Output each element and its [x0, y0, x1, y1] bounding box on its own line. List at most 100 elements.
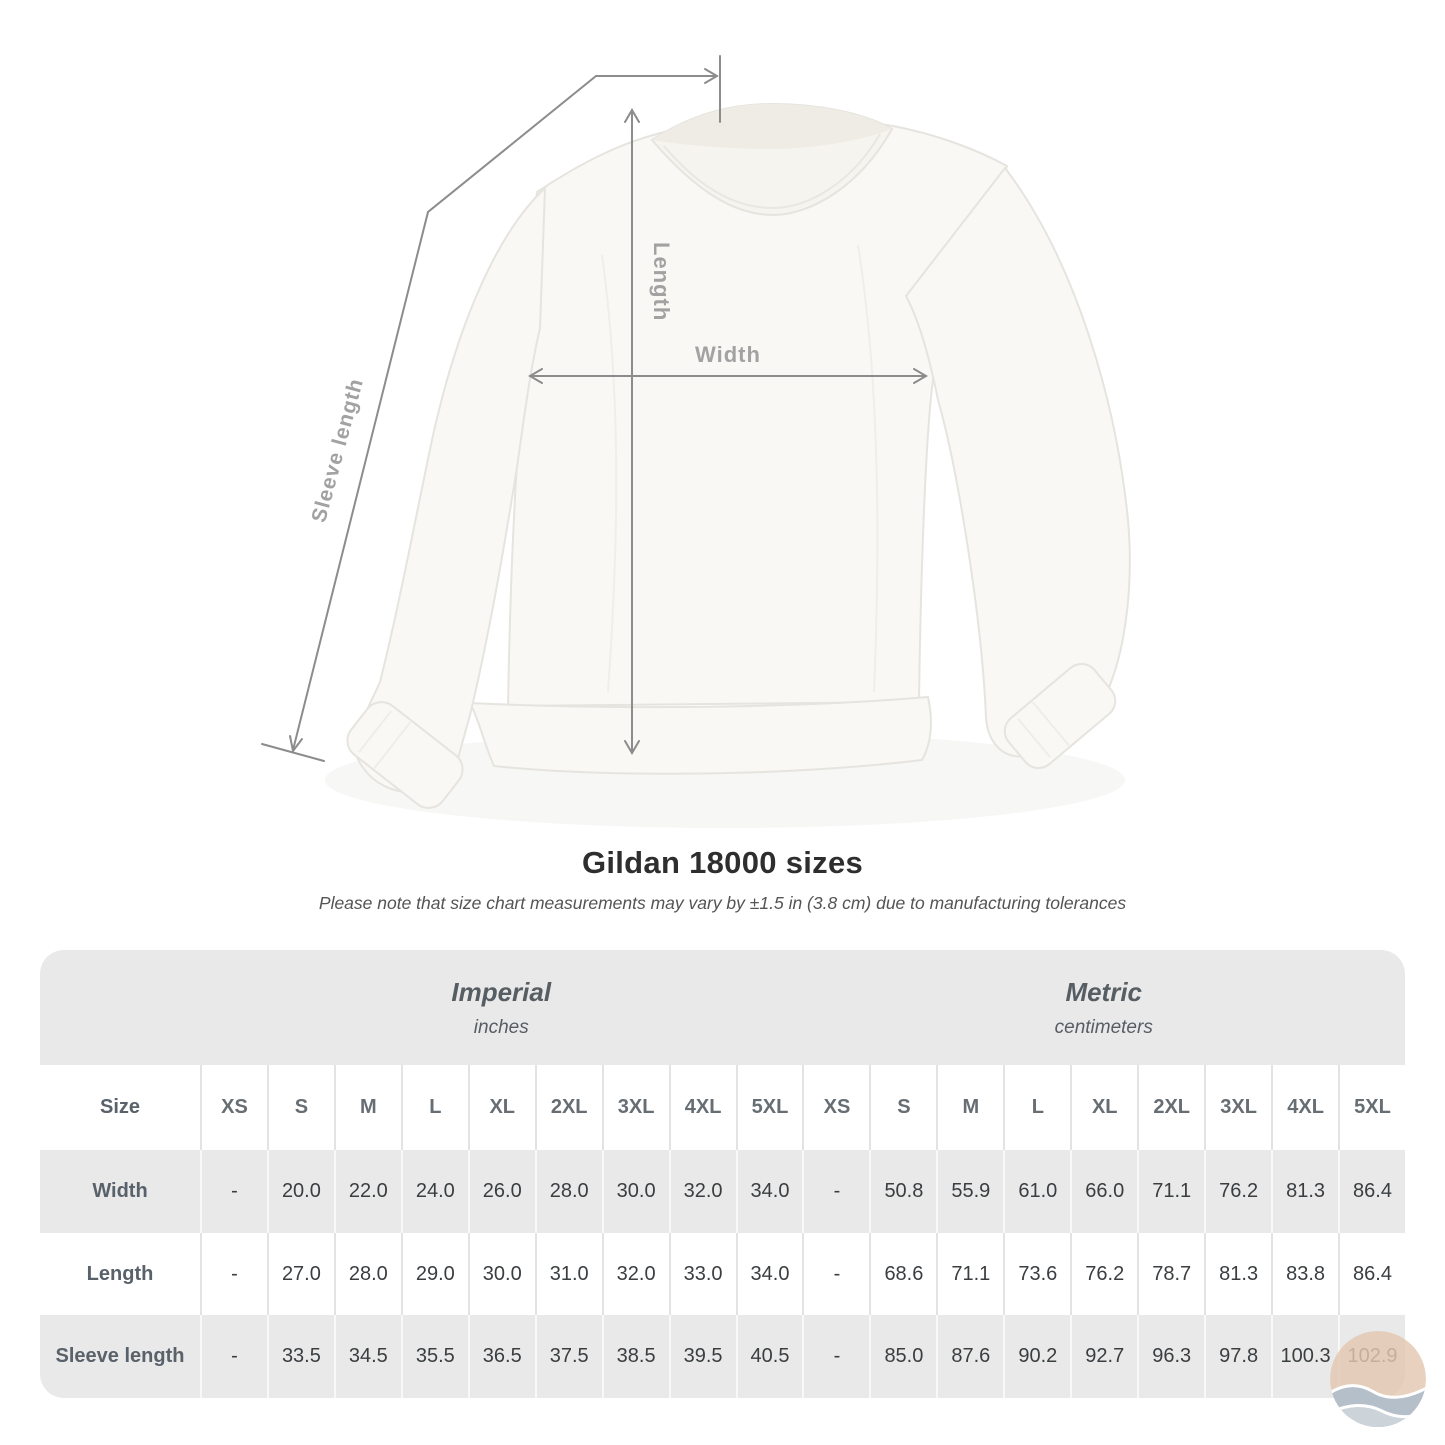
- sweatshirt-measurement-diagram: Length Width Sleeve length: [261, 55, 1131, 809]
- metric-unit: centimeters: [1054, 1016, 1153, 1038]
- table-cell: 73.6: [1003, 1233, 1071, 1315]
- page-title: Gildan 18000 sizes: [581, 845, 864, 880]
- table-cell: 92.7: [1070, 1315, 1137, 1398]
- table-cell: 68.6: [869, 1233, 937, 1315]
- table-cell: 30.0: [601, 1150, 669, 1233]
- size-column-header: Size: [40, 1065, 200, 1150]
- table-cell: -: [200, 1150, 267, 1233]
- size-header-cell: M: [333, 1065, 401, 1150]
- collar-inner-shadow: [652, 104, 892, 149]
- table-cell: 61.0: [1003, 1150, 1070, 1233]
- table-cell: -: [802, 1315, 869, 1398]
- table-cell: 40.5: [735, 1315, 803, 1398]
- table-cell: 66.0: [1070, 1150, 1137, 1233]
- metric-group-header: Metric centimeters: [802, 950, 1405, 1065]
- size-table-grid: Imperial inches Metric centimeters Size X…: [40, 950, 1405, 1398]
- table-cell: 90.2: [1003, 1315, 1070, 1398]
- table-cell: 34.0: [735, 1233, 803, 1315]
- waistband: [468, 695, 932, 775]
- table-cell: 32.0: [601, 1233, 669, 1315]
- table-cell: 32.0: [668, 1150, 736, 1233]
- table-cell: 36.5: [467, 1315, 535, 1398]
- table-cell: 71.1: [1137, 1150, 1204, 1233]
- imperial-label: Imperial: [451, 976, 552, 1007]
- body-fold-line: [601, 254, 618, 693]
- table-cell: 86.4: [1338, 1233, 1405, 1315]
- imperial-group-header: Imperial inches: [200, 950, 802, 1065]
- table-cell: -: [802, 1233, 870, 1315]
- size-header-cell: S: [266, 1065, 334, 1150]
- table-cell: 96.3: [1137, 1315, 1204, 1398]
- row-label: Sleeve length: [55, 1345, 185, 1367]
- sweatshirt-illustration: [346, 102, 1131, 809]
- body-fold-line: [857, 244, 879, 693]
- arrowhead-down-icon: [624, 740, 640, 755]
- table-cell: 33.5: [266, 1315, 334, 1398]
- arrowhead-right-icon: [913, 368, 928, 384]
- measurement-lines: [261, 55, 928, 762]
- cuff-end-tick: [261, 743, 325, 762]
- table-cell: 86.4: [1338, 1150, 1405, 1233]
- arrowhead-right-icon: [704, 68, 719, 84]
- table-cell: 87.6: [936, 1315, 1003, 1398]
- sleeve-length-line: [292, 75, 597, 751]
- size-header-cell: 2XL: [534, 1065, 602, 1150]
- table-cell: -: [802, 1150, 869, 1233]
- metric-label: Metric: [1065, 976, 1143, 1007]
- table-cell: 100.3: [1271, 1315, 1338, 1398]
- table-cell: 83.8: [1271, 1233, 1339, 1315]
- table-cell: 27.0: [266, 1233, 334, 1315]
- arrowhead-sleeve-icon: [289, 735, 303, 754]
- table-cell: 76.2: [1070, 1233, 1138, 1315]
- size-header-cell: XL: [1070, 1065, 1138, 1150]
- table-cell: 28.0: [333, 1233, 401, 1315]
- imperial-unit: inches: [473, 1016, 529, 1038]
- table-cell: 76.2: [1204, 1150, 1271, 1233]
- table-cell: 34.5: [333, 1315, 401, 1398]
- table-cell: 24.0: [400, 1150, 468, 1233]
- table-cell: 38.5: [601, 1315, 669, 1398]
- size-header-cell: XS: [200, 1065, 267, 1150]
- collar-rib-line: [663, 133, 881, 210]
- size-header-cell: 4XL: [668, 1065, 736, 1150]
- size-header-cell: 5XL: [1338, 1065, 1405, 1150]
- table-cell: 22.0: [333, 1150, 401, 1233]
- table-cell: 31.0: [534, 1233, 602, 1315]
- size-header-cell: L: [400, 1065, 468, 1150]
- length-label: Length: [649, 242, 674, 321]
- right-sleeve: [904, 166, 1131, 758]
- table-cell: 78.7: [1137, 1233, 1205, 1315]
- table-cell: 33.0: [668, 1233, 736, 1315]
- size-header-cell: L: [1003, 1065, 1071, 1150]
- arrowhead-left-icon: [528, 368, 543, 384]
- table-cell: 102.9: [1338, 1315, 1405, 1398]
- width-label: Width: [695, 342, 761, 367]
- arrowhead-up-icon: [624, 108, 640, 123]
- row-label: Width: [92, 1180, 148, 1202]
- table-cell: -: [200, 1315, 267, 1398]
- size-header-cell: 2XL: [1137, 1065, 1205, 1150]
- table-cell: 55.9: [936, 1150, 1003, 1233]
- table-cell: 97.8: [1204, 1315, 1271, 1398]
- left-cuff: [346, 701, 464, 809]
- table-corner-cell: [40, 950, 200, 1065]
- size-header-cell: 5XL: [735, 1065, 803, 1150]
- tolerance-note: Please note that size chart measurements…: [318, 893, 1127, 913]
- size-header-cell: S: [869, 1065, 937, 1150]
- right-cuff: [1003, 662, 1117, 770]
- size-table: Imperial inches Metric centimeters Size X…: [40, 950, 1405, 1398]
- table-cell: 37.5: [534, 1315, 602, 1398]
- left-sleeve: [350, 185, 547, 794]
- size-header-cell: XS: [802, 1065, 870, 1150]
- table-cell: 81.3: [1204, 1233, 1272, 1315]
- table-cell: -: [200, 1233, 267, 1315]
- table-cell: 39.5: [668, 1315, 736, 1398]
- size-header-cell: 4XL: [1271, 1065, 1339, 1150]
- size-header-cell: 3XL: [601, 1065, 669, 1150]
- table-cell: 50.8: [869, 1150, 936, 1233]
- table-cell: 71.1: [936, 1233, 1004, 1315]
- table-cell: 35.5: [400, 1315, 468, 1398]
- row-label: Length: [40, 1233, 200, 1315]
- table-cell: 85.0: [869, 1315, 936, 1398]
